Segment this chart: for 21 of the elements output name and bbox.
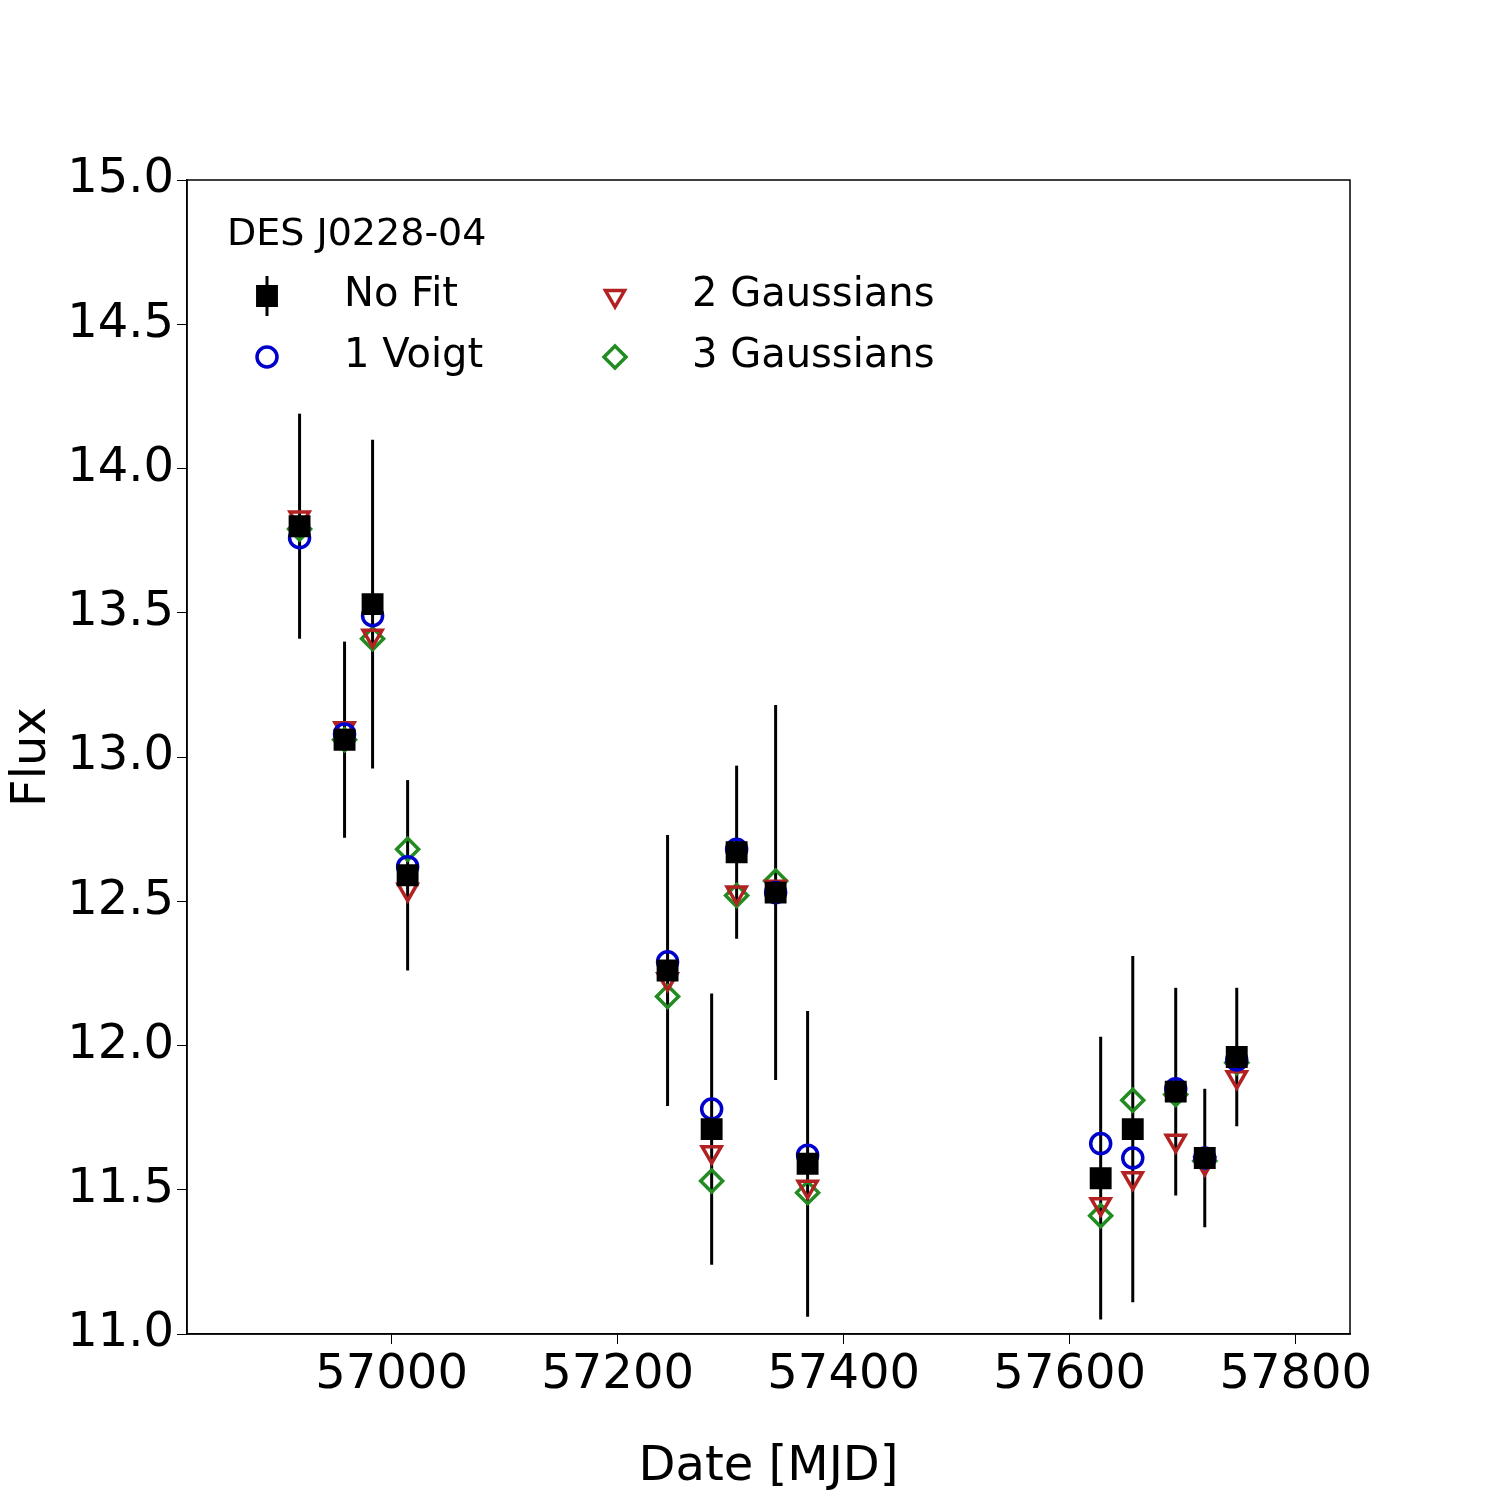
legend-title: DES J0228-04 bbox=[227, 209, 487, 254]
y-tick-label: 12.5 bbox=[67, 868, 174, 925]
y-tick-label: 14.0 bbox=[67, 435, 174, 492]
legend-label: 3 Gaussians bbox=[692, 330, 935, 377]
y-axis-title: Flux bbox=[0, 707, 57, 807]
y-tick-label: 11.0 bbox=[67, 1301, 174, 1358]
x-axis-title: Date [MJD] bbox=[638, 1434, 899, 1491]
x-tick-label: 57000 bbox=[315, 1343, 468, 1400]
legend-label: 2 Gaussians bbox=[692, 269, 935, 316]
legend-label: No Fit bbox=[344, 269, 459, 316]
x-tick-label: 57600 bbox=[993, 1343, 1147, 1400]
y-tick-label: 12.0 bbox=[67, 1012, 174, 1069]
x-tick-label: 57200 bbox=[541, 1343, 694, 1400]
y-tick-label: 14.5 bbox=[67, 291, 174, 348]
y-tick-label: 11.5 bbox=[67, 1157, 174, 1214]
x-tick-label: 57400 bbox=[767, 1343, 921, 1400]
y-tick-label: 15.0 bbox=[67, 147, 174, 204]
x-tick-label: 57800 bbox=[1219, 1343, 1373, 1400]
y-tick-label: 13.0 bbox=[67, 724, 174, 781]
legend-label: 1 Voigt bbox=[344, 330, 484, 377]
y-tick-label: 13.5 bbox=[67, 580, 174, 637]
